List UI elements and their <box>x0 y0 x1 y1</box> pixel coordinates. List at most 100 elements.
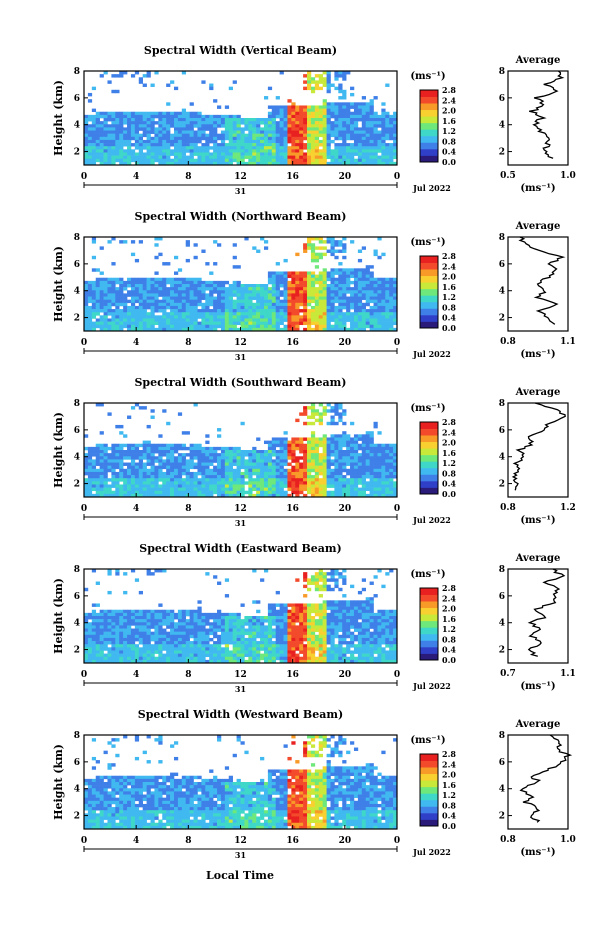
heatmap-cell <box>260 481 265 485</box>
heatmap-cell <box>224 450 230 454</box>
heatmap-cell <box>119 240 124 244</box>
heatmap-cell <box>295 296 300 300</box>
heatmap-cell <box>271 143 277 147</box>
heatmap-cell <box>263 484 269 488</box>
heatmap-cell <box>220 121 226 125</box>
heatmap-cell <box>267 459 273 463</box>
heatmap-cell <box>111 619 116 623</box>
heatmap-cell <box>279 118 284 122</box>
profile-line <box>518 236 566 325</box>
heatmap-cell <box>173 118 179 122</box>
colorbar-segment <box>420 288 438 296</box>
heatmap-cell <box>310 149 316 153</box>
heatmap-cell <box>232 139 237 144</box>
heatmap-cell <box>248 290 253 294</box>
heatmap-cell <box>115 462 120 466</box>
heatmap-cell <box>154 290 159 294</box>
heatmap-cell <box>103 456 108 460</box>
heatmap-cell <box>205 146 210 150</box>
heatmap-cell <box>134 146 140 150</box>
heatmap-cell <box>260 475 265 479</box>
heatmap-cell <box>310 415 316 419</box>
heatmap-cell <box>130 450 136 454</box>
heatmap-cell <box>111 299 116 304</box>
heatmap-cell <box>236 161 241 166</box>
heatmap-cell <box>322 118 327 122</box>
heatmap-cell <box>318 315 323 319</box>
heatmap-cell <box>146 644 151 648</box>
heatmap-cell <box>271 271 277 275</box>
heatmap-cell <box>260 450 265 454</box>
heatmap-cell <box>119 490 124 495</box>
heatmap-cell <box>252 324 257 329</box>
heatmap-cell <box>236 484 241 488</box>
heatmap-cell <box>346 478 351 482</box>
colorbar-segment <box>420 269 438 277</box>
heatmap-cell <box>127 155 132 160</box>
heatmap-cell <box>338 271 343 275</box>
heatmap-cell <box>236 456 241 460</box>
heatmap-cell <box>103 475 108 479</box>
heatmap-cell <box>361 139 366 144</box>
heatmap-cell <box>361 471 366 476</box>
heatmap-cell <box>385 130 390 134</box>
heatmap-cell <box>299 475 304 479</box>
heatmap-cell <box>330 111 335 116</box>
heatmap-cell <box>244 315 249 319</box>
heatmap-cell <box>111 146 116 150</box>
heatmap-cell <box>107 155 112 160</box>
heatmap-cell <box>353 312 359 316</box>
heatmap-cell <box>256 318 261 322</box>
heatmap-cell <box>338 108 343 113</box>
heatmap-cell <box>271 161 277 166</box>
heatmap-cell <box>232 280 237 285</box>
heatmap-cell <box>87 284 93 288</box>
heatmap-cell <box>393 296 398 300</box>
heatmap-cell <box>393 118 398 122</box>
heatmap-cell <box>248 475 253 479</box>
heatmap-cell <box>365 284 370 288</box>
heatmap-cell <box>385 299 390 304</box>
heatmap-cell <box>318 111 323 116</box>
heatmap-cell <box>267 481 273 485</box>
heatmap-cell <box>295 446 300 451</box>
heatmap-cell <box>310 421 316 426</box>
heatmap-cell <box>342 102 347 106</box>
heatmap-cell <box>393 321 398 326</box>
heatmap-cell <box>318 481 323 485</box>
heatmap-cell <box>236 468 241 473</box>
heatmap-cell <box>338 471 343 476</box>
heatmap-cell <box>166 136 171 141</box>
heatmap-cell <box>185 647 190 651</box>
heatmap-cell <box>213 459 218 463</box>
heatmap-cell <box>205 468 210 473</box>
heatmap-cell <box>334 412 339 416</box>
heatmap-cell <box>127 619 132 623</box>
heatmap-cell <box>146 656 151 661</box>
heatmap-cell <box>353 102 359 106</box>
profile-y-tick-label: 8 <box>499 399 505 409</box>
heatmap-cell <box>303 158 308 163</box>
heatmap-cell <box>357 453 363 457</box>
heatmap-cell <box>189 631 194 636</box>
heatmap-cell <box>322 321 327 326</box>
heatmap-cell <box>326 124 331 128</box>
heatmap-cell <box>385 453 390 457</box>
heatmap-cell <box>173 456 179 460</box>
heatmap-cell <box>357 462 363 466</box>
heatmap-cell <box>87 293 93 297</box>
heatmap-cell <box>166 487 171 492</box>
heatmap-cell <box>350 274 355 279</box>
heatmap-cell <box>303 465 308 470</box>
heatmap-cell <box>252 158 257 163</box>
heatmap-cell <box>236 302 241 307</box>
heatmap-cell <box>283 155 288 160</box>
heatmap-cell <box>209 290 214 294</box>
heatmap-cell <box>185 324 190 329</box>
heatmap-cell <box>150 146 155 150</box>
heatmap-cell <box>307 280 312 285</box>
heatmap-cell <box>154 302 159 307</box>
heatmap-cell <box>138 136 143 141</box>
heatmap-cell <box>338 440 343 445</box>
heatmap-cell <box>338 327 343 332</box>
